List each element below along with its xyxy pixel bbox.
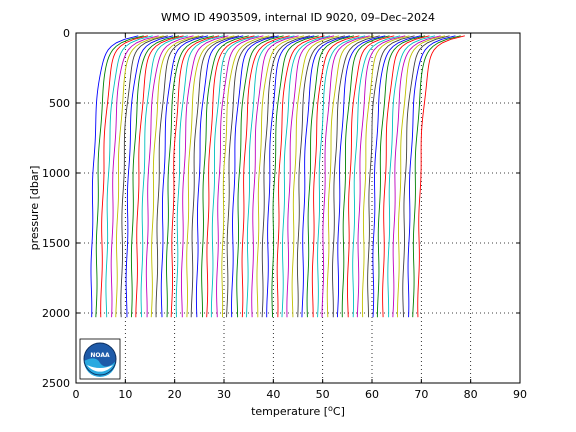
tick-marks: 0 10 20 30 40 50 60 70 80 90 0 500 1000 1500 2000 2500 — [42, 27, 527, 401]
profile-line — [155, 35, 204, 318]
y-tick-label: 2000 — [42, 307, 70, 320]
profile-line — [291, 35, 340, 318]
profile-line — [210, 35, 259, 318]
profile-line — [321, 35, 370, 318]
profile-line — [140, 35, 188, 318]
profile-line — [341, 35, 390, 318]
profile-line — [135, 35, 184, 318]
y-axis-label: pressure [dbar] — [28, 166, 41, 251]
profile-line — [382, 35, 430, 318]
profile-line — [402, 35, 450, 318]
x-tick-label: 50 — [316, 388, 330, 401]
logo-wave-white — [87, 365, 113, 372]
profile-line — [160, 35, 209, 318]
profile-line — [261, 35, 310, 318]
x-tick-label: 30 — [217, 388, 231, 401]
profile-line — [266, 35, 315, 318]
profile-line — [412, 35, 461, 318]
profile-line — [376, 35, 426, 318]
profile-line — [387, 35, 436, 318]
x-tick-label: 40 — [266, 388, 280, 401]
profile-line — [336, 35, 386, 318]
profile-line — [372, 35, 421, 318]
profile-line — [356, 35, 406, 318]
profile-line — [361, 35, 410, 318]
profile-line — [175, 35, 224, 318]
profile-line — [201, 35, 249, 318]
profile-line — [352, 35, 401, 318]
profile-line — [296, 35, 345, 318]
profile-line — [100, 35, 149, 318]
profile-line — [326, 35, 375, 318]
profile-line — [90, 35, 139, 318]
x-axis-label-degree: o — [328, 404, 333, 413]
profile-line — [231, 35, 279, 318]
y-tick-label: 1500 — [42, 237, 70, 250]
profile-line — [105, 35, 153, 318]
profile-line — [276, 35, 325, 318]
profile-line — [186, 35, 235, 318]
profile-line — [332, 35, 380, 318]
profile-line — [236, 35, 284, 318]
profile-line — [367, 35, 415, 318]
profile-line — [286, 35, 335, 318]
x-tick-label: 60 — [365, 388, 379, 401]
profile-line — [226, 35, 275, 318]
profile-line — [246, 35, 295, 318]
profile-line — [195, 35, 244, 318]
profile-line — [120, 35, 168, 318]
x-tick-label: 10 — [118, 388, 132, 401]
logo-text: NOAA — [90, 352, 110, 359]
profile-line — [301, 35, 350, 318]
profile-line — [417, 35, 465, 318]
profile-line — [392, 35, 441, 318]
profile-line — [251, 35, 299, 318]
profile-line — [271, 35, 319, 318]
profile-line — [306, 35, 355, 318]
profile-line — [125, 35, 174, 318]
profile-line — [311, 35, 360, 318]
profile-line — [256, 35, 305, 318]
profile-lines — [90, 35, 465, 318]
profile-line — [407, 35, 456, 318]
x-tick-label: 90 — [513, 388, 527, 401]
axes-background — [76, 33, 520, 383]
profile-line — [180, 35, 229, 318]
profile-line — [95, 35, 144, 318]
x-axis-label-prefix: temperature [ — [251, 405, 328, 418]
x-axis-label-suffix: C] — [333, 405, 345, 418]
profile-line — [130, 35, 180, 318]
x-tick-label: 20 — [168, 388, 182, 401]
profile-line — [166, 35, 215, 318]
x-tick-label: 70 — [414, 388, 428, 401]
profile-line — [281, 35, 330, 318]
logo-ring — [83, 342, 117, 376]
x-tick-label: 80 — [464, 388, 478, 401]
profile-line — [241, 35, 290, 318]
profile-line — [145, 35, 194, 318]
y-tick-label: 500 — [49, 97, 70, 110]
y-tick-label: 1000 — [42, 167, 70, 180]
noaa-logo: NOAA — [79, 338, 121, 380]
profile-line — [150, 35, 200, 318]
profile-line — [115, 35, 164, 318]
x-tick-label: 0 — [73, 388, 80, 401]
profile-line — [190, 35, 240, 318]
profile-line — [170, 35, 220, 318]
profile-line — [346, 35, 395, 318]
chart-title: WMO ID 4903509, internal ID 9020, 09–Dec… — [161, 11, 435, 24]
profile-line — [216, 35, 264, 318]
profile-line — [317, 35, 366, 318]
x-axis-label: temperature [oC] — [251, 404, 345, 418]
profile-line — [206, 35, 255, 318]
profile-line — [110, 35, 159, 318]
profile-line — [397, 35, 446, 318]
profile-line — [221, 35, 270, 318]
y-tick-label: 0 — [63, 27, 70, 40]
y-tick-label: 2500 — [42, 377, 70, 390]
axes-frame — [75, 32, 521, 384]
